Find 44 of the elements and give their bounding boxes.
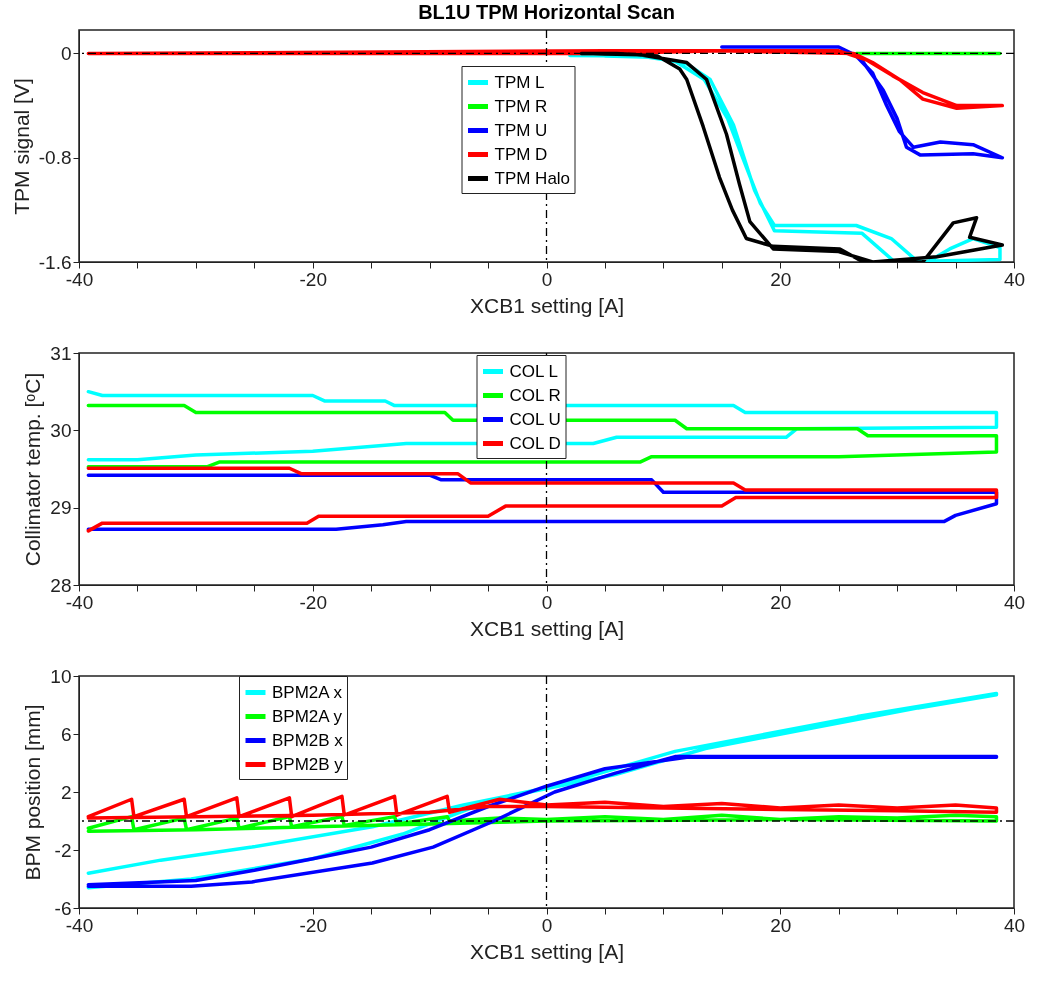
y-tick-label: 10 xyxy=(50,665,72,687)
x-tick-label: -20 xyxy=(299,591,327,613)
chart-title: BL1U TPM Horizontal Scan xyxy=(418,1,675,24)
x-tick-label: -20 xyxy=(299,914,327,936)
legend-label: COL U xyxy=(509,409,561,429)
y-tick-label: 6 xyxy=(60,723,72,745)
legend-label: TPM U xyxy=(494,120,548,140)
y-tick-label: -2 xyxy=(54,839,72,861)
y-axis-title: TPM signal [V] xyxy=(9,78,33,215)
legend-label: BPM2A y xyxy=(272,706,343,726)
legend-label: BPM2A x xyxy=(272,682,343,702)
line-series xyxy=(720,45,1005,160)
y-axis-title: Collimator temp. [ᵒC] xyxy=(21,372,45,567)
y-axis-title: BPM position [mm] xyxy=(21,704,45,881)
y-tick-label: 30 xyxy=(50,419,72,441)
y-tick-label: 29 xyxy=(50,497,72,519)
legend-label: BPM2B y xyxy=(272,754,344,774)
x-axis-title: XCB1 setting [A] xyxy=(469,616,625,640)
x-tick-label: 20 xyxy=(770,268,792,290)
x-axis-title: XCB1 setting [A] xyxy=(469,293,625,317)
x-tick-label: 40 xyxy=(1003,268,1026,290)
y-tick-label: -0.8 xyxy=(38,147,72,169)
x-tick-label: 0 xyxy=(541,591,553,613)
legend-label: TPM D xyxy=(494,144,548,164)
y-tick-label: 0 xyxy=(60,42,72,64)
y-tick-label: 31 xyxy=(50,342,72,364)
line-series xyxy=(86,794,999,820)
legend-label: COL D xyxy=(509,433,561,453)
x-tick-label: 20 xyxy=(770,591,792,613)
legend-label: TPM R xyxy=(494,96,548,116)
line-series xyxy=(86,754,999,888)
legend-label: TPM Halo xyxy=(494,168,571,188)
legend-label: TPM L xyxy=(494,72,545,92)
legend-label: BPM2B x xyxy=(272,730,344,750)
x-tick-label: 20 xyxy=(770,914,792,936)
x-tick-label: 40 xyxy=(1003,914,1026,936)
y-tick-label: 2 xyxy=(60,781,72,803)
x-tick-label: 0 xyxy=(541,268,553,290)
x-axis-title: XCB1 setting [A] xyxy=(469,939,625,963)
legend-label: COL R xyxy=(509,385,561,405)
x-tick-label: 40 xyxy=(1003,591,1026,613)
x-tick-label: 0 xyxy=(541,914,553,936)
x-tick-label: -20 xyxy=(299,268,327,290)
legend-label: COL L xyxy=(509,361,559,381)
